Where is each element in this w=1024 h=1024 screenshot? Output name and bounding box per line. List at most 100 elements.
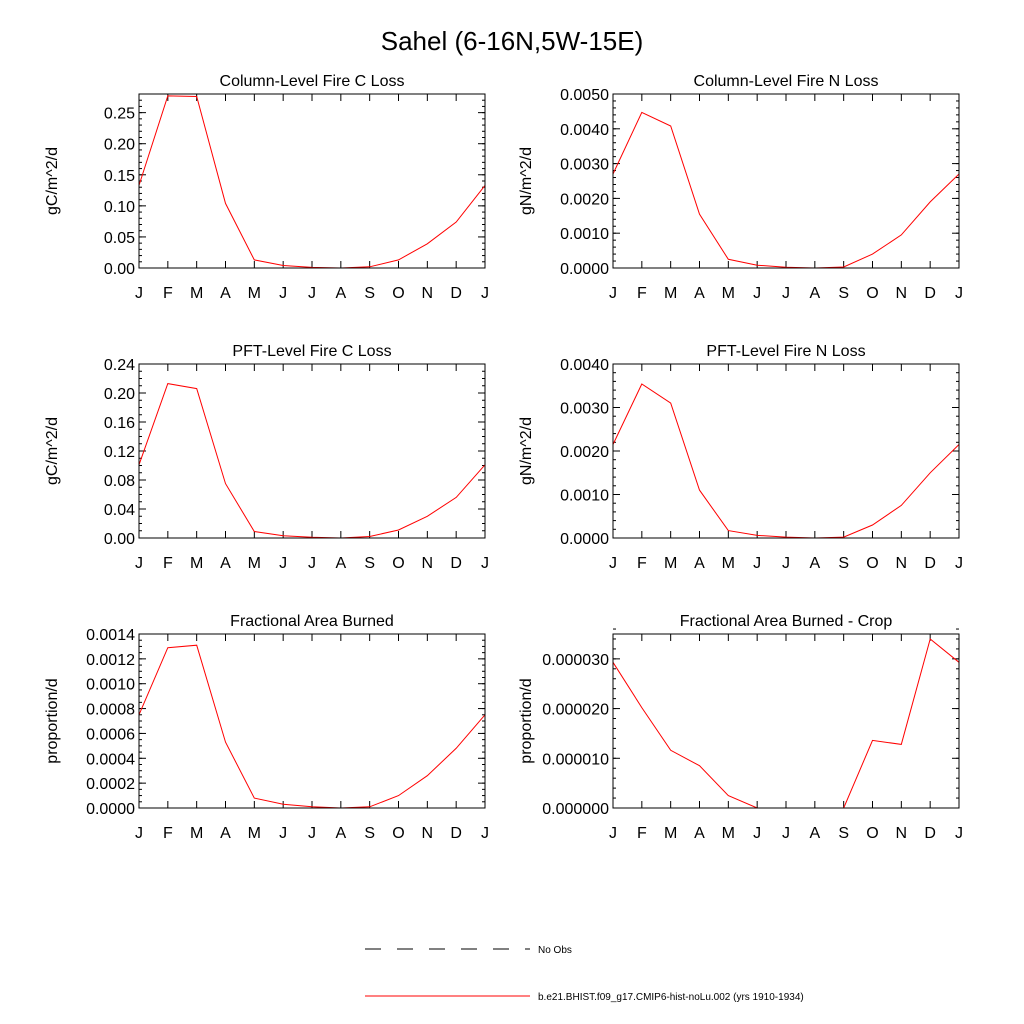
- panel-1: Column-Level Fire C Loss gC/m^2/d 0.00 0.05…: [44, 73, 489, 302]
- y-tick-label: 0.10: [104, 199, 135, 216]
- panel-title: Fractional Area Burned - Crop: [680, 613, 893, 630]
- y-tick-label: 0.000000: [542, 801, 609, 818]
- y-tick-label: 0.0040: [560, 122, 609, 139]
- figure-title: Sahel (6-16N,5W-15E): [381, 26, 644, 56]
- y-tick-label: 0.000010: [542, 751, 609, 768]
- legend: No Obs b.e21.BHIST.f09_g17.CMIP6-hist-no…: [365, 945, 804, 1003]
- y-tick-label: 0.05: [104, 230, 135, 247]
- x-tick-label: J: [481, 285, 489, 302]
- y-tick-label: 0.0012: [86, 652, 135, 669]
- x-tick-label: N: [896, 555, 908, 572]
- y-tick-label: 0.08: [104, 473, 135, 490]
- x-tick-label: F: [637, 825, 647, 842]
- x-tick-label: J: [955, 555, 963, 572]
- x-tick-label: J: [753, 825, 761, 842]
- y-tick-label: 0.0010: [560, 226, 609, 243]
- x-tick-label: M: [664, 825, 677, 842]
- x-tick-label: D: [450, 285, 462, 302]
- x-tick-label: F: [637, 285, 647, 302]
- x-tick-label: M: [190, 555, 203, 572]
- x-tick-label: J: [753, 285, 761, 302]
- x-tick-label: J: [609, 555, 617, 572]
- y-tick-label: 0.00: [104, 261, 135, 278]
- y-tick-label: 0.0006: [86, 726, 135, 743]
- y-tick-label: 0.20: [104, 137, 135, 154]
- x-tick-label: J: [308, 825, 316, 842]
- x-tick-label: A: [335, 825, 346, 842]
- x-tick-label: F: [637, 555, 647, 572]
- y-axis-label: proportion/d: [518, 678, 535, 763]
- x-tick-label: A: [220, 825, 231, 842]
- x-tick-label: M: [664, 555, 677, 572]
- x-tick-label: J: [308, 555, 316, 572]
- x-tick-label: O: [392, 555, 404, 572]
- panel-title: PFT-Level Fire N Loss: [706, 343, 865, 360]
- x-tick-label: J: [135, 285, 143, 302]
- x-tick-label: J: [279, 285, 287, 302]
- series-line: [138, 95, 486, 269]
- x-tick-label: J: [782, 825, 790, 842]
- x-tick-label: F: [163, 285, 173, 302]
- x-tick-label: D: [450, 555, 462, 572]
- y-tick-label: 0.0040: [560, 357, 609, 374]
- panel-3: PFT-Level Fire C Loss gC/m^2/d 0.00 0.04 0.0…: [44, 343, 489, 572]
- panel-title: Column-Level Fire N Loss: [694, 73, 879, 90]
- x-tick-label: F: [163, 555, 173, 572]
- series-line: [612, 383, 960, 539]
- y-tick-label: 0.0030: [560, 157, 609, 174]
- x-tick-label: J: [135, 825, 143, 842]
- y-tick-label: 0.15: [104, 168, 135, 185]
- y-tick-label: 0.0030: [560, 401, 609, 418]
- x-tick-label: N: [422, 555, 434, 572]
- x-tick-label: J: [955, 285, 963, 302]
- y-tick-label: 0.0000: [560, 261, 609, 278]
- x-tick-label: S: [364, 285, 375, 302]
- y-tick-label: 0.0008: [86, 702, 135, 719]
- x-tick-label: A: [335, 285, 346, 302]
- x-tick-label: M: [722, 555, 735, 572]
- panel-4: PFT-Level Fire N Loss gN/m^2/d 0.0000 0.001…: [518, 343, 963, 572]
- x-tick-label: J: [782, 555, 790, 572]
- x-tick-label: J: [481, 825, 489, 842]
- x-tick-label: F: [163, 825, 173, 842]
- series-line: [612, 638, 960, 809]
- panel-6: Fractional Area Burned - Crop proportion/…: [518, 613, 963, 842]
- y-tick-label: 0.000030: [542, 652, 609, 669]
- plot-frame: [138, 363, 486, 539]
- panel-title: Fractional Area Burned: [230, 613, 394, 630]
- panel-5: Fractional Area Burned proportion/d 0.0000…: [44, 613, 489, 842]
- y-axis-label: gC/m^2/d: [44, 417, 61, 485]
- x-tick-label: A: [809, 825, 820, 842]
- panels-group: Column-Level Fire C Loss gC/m^2/d 0.00 0.05…: [44, 73, 963, 842]
- x-tick-label: N: [896, 825, 908, 842]
- x-tick-label: S: [838, 825, 849, 842]
- plot-frame: [138, 93, 486, 269]
- x-tick-label: M: [248, 555, 261, 572]
- legend-label-no-obs: No Obs: [538, 945, 572, 956]
- y-tick-label: 0.0020: [560, 191, 609, 208]
- y-tick-label: 0.12: [104, 444, 135, 461]
- plot-frame: [612, 633, 960, 809]
- plot-frame: [612, 363, 960, 539]
- x-tick-label: M: [248, 825, 261, 842]
- x-tick-label: O: [866, 825, 878, 842]
- x-tick-label: M: [190, 285, 203, 302]
- y-tick-label: 0.0000: [560, 531, 609, 548]
- x-tick-label: D: [924, 825, 936, 842]
- x-tick-label: S: [364, 555, 375, 572]
- x-tick-label: M: [190, 825, 203, 842]
- x-tick-label: J: [753, 555, 761, 572]
- x-tick-label: A: [809, 285, 820, 302]
- y-tick-label: 0.000020: [542, 702, 609, 719]
- x-tick-label: M: [664, 285, 677, 302]
- y-tick-label: 0.04: [104, 502, 135, 519]
- x-tick-label: J: [955, 825, 963, 842]
- y-tick-label: 0.24: [104, 357, 135, 374]
- plot-frame: [612, 93, 960, 269]
- y-axis-label: gN/m^2/d: [518, 417, 535, 485]
- y-axis-label: gC/m^2/d: [44, 147, 61, 215]
- x-tick-label: A: [694, 825, 705, 842]
- y-tick-label: 0.00: [104, 531, 135, 548]
- y-axis-label: proportion/d: [44, 678, 61, 763]
